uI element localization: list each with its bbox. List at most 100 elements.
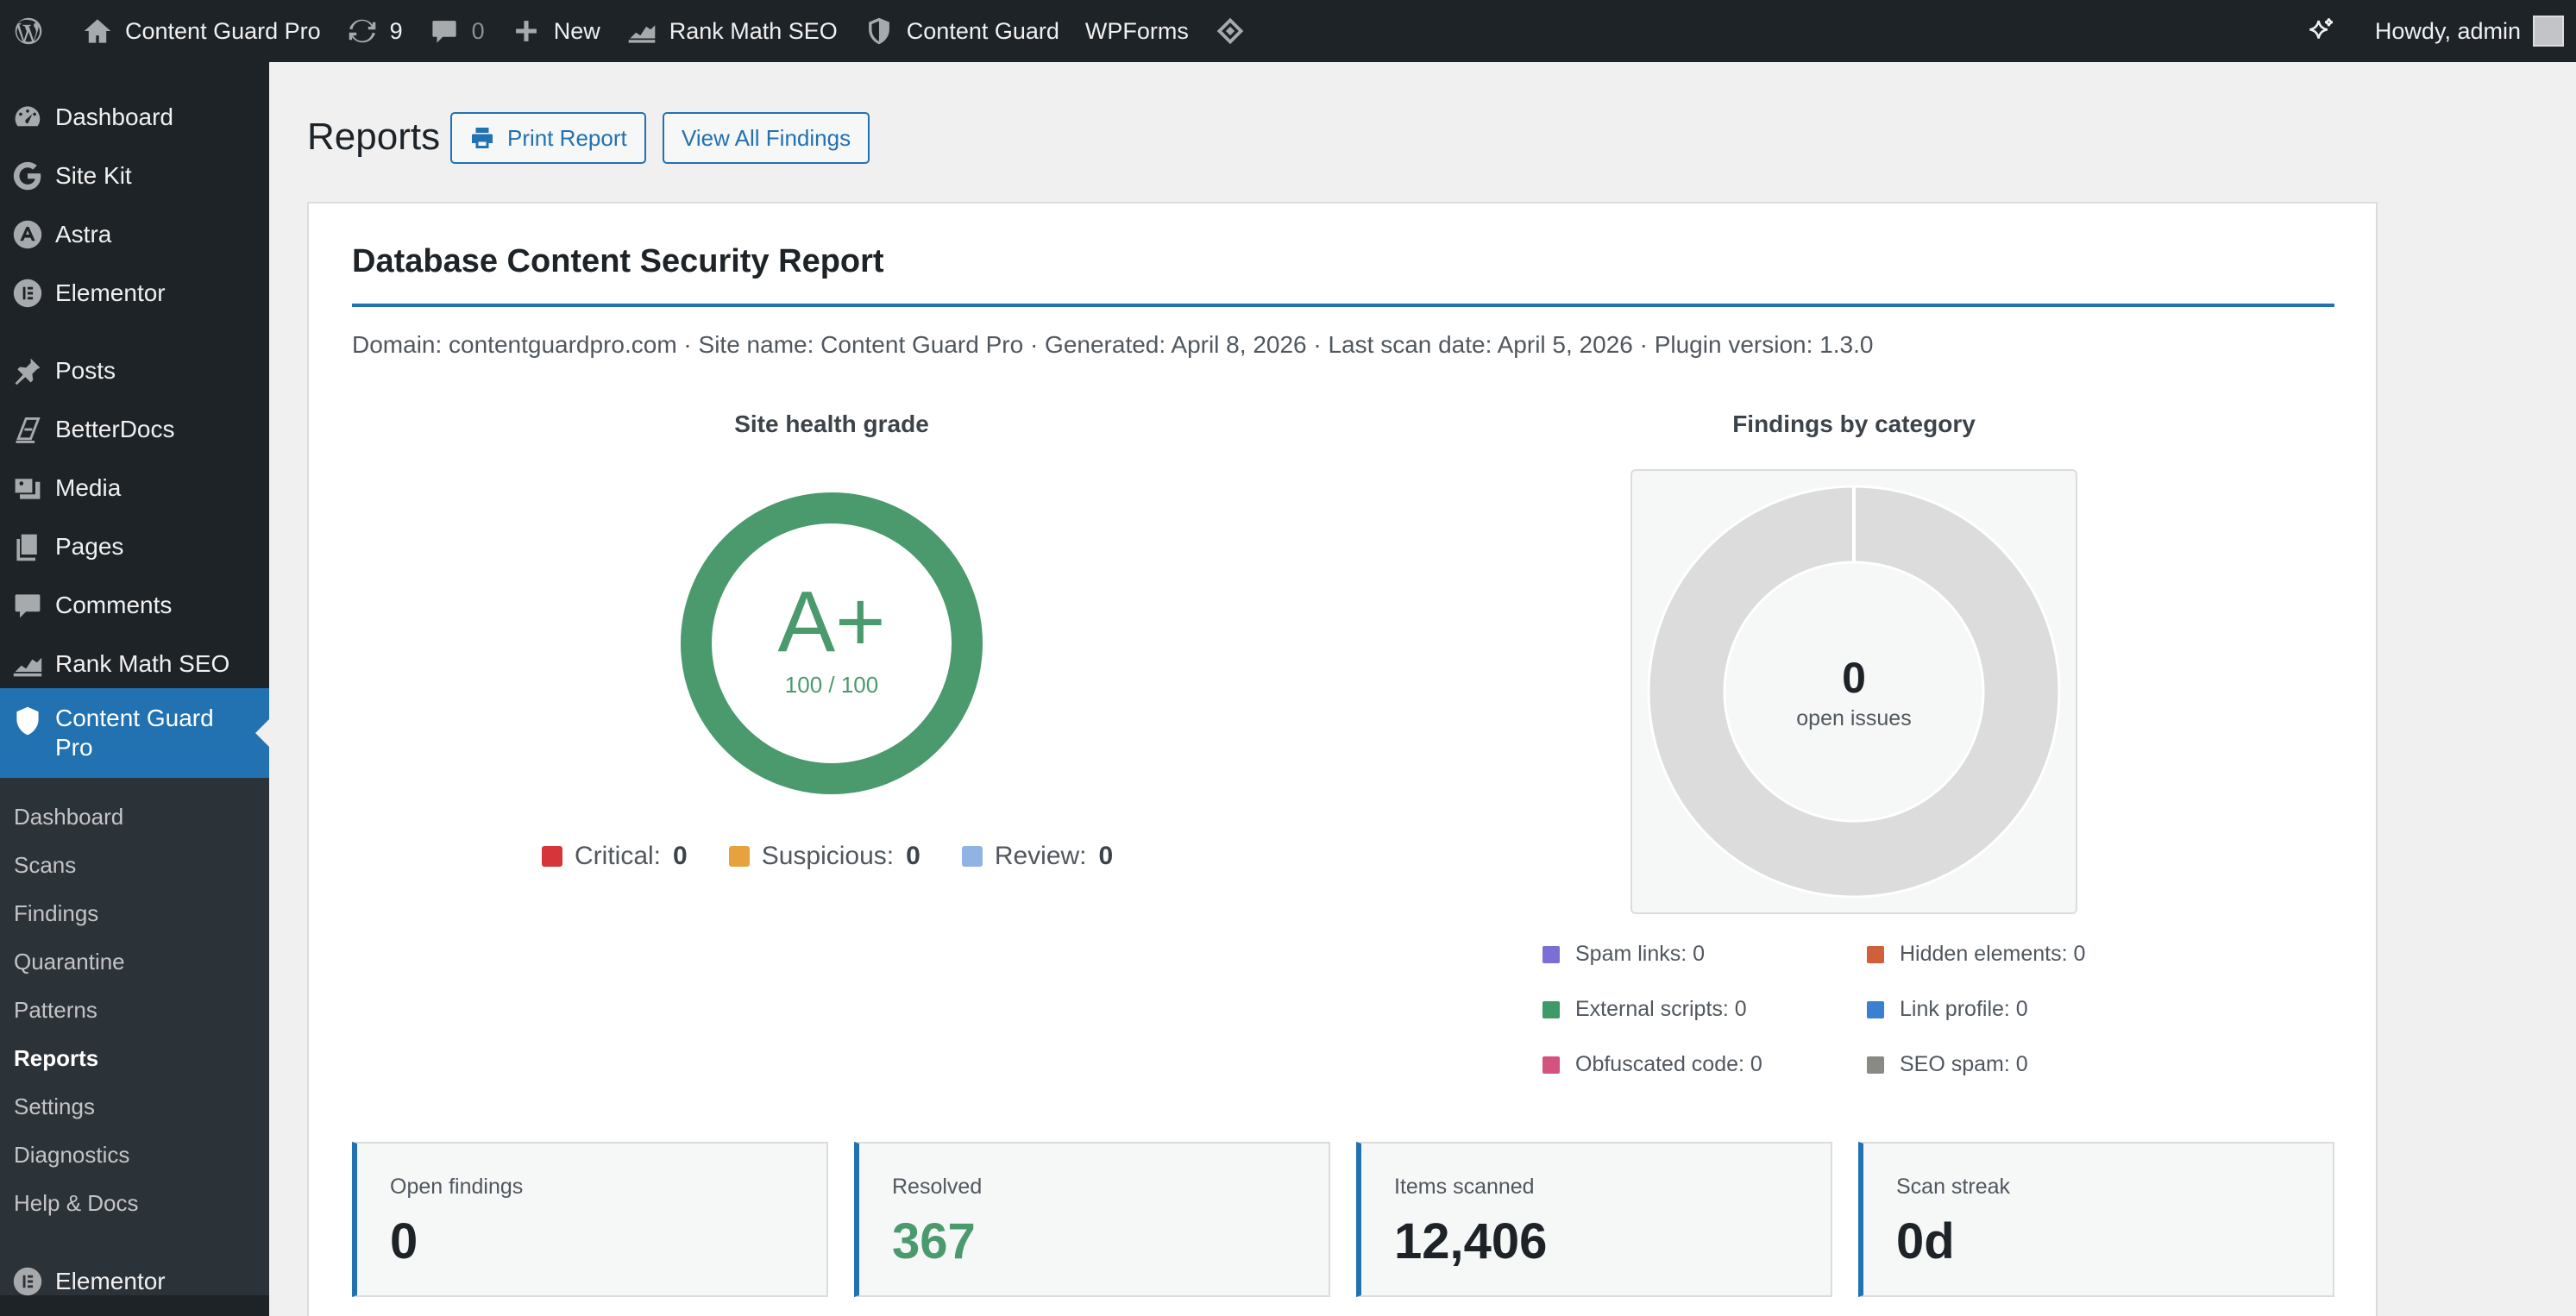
printer-icon [472,128,493,148]
sidebar-item-pages[interactable]: Pages [0,523,269,571]
rankmath-menu[interactable]: Rank Math SEO [613,0,851,62]
sparkles-icon [2306,16,2337,47]
open-issues-label: open issues [1796,705,1912,730]
dashboard-icon [0,102,55,133]
submenu-findings[interactable]: Findings [14,900,99,926]
media-icon [0,473,55,504]
severity-label: Critical: [575,842,662,870]
sidebar-item-label: BetterDocs [55,416,175,442]
sidebar-item-site-kit[interactable]: Site Kit [0,152,269,200]
site-name: Content Guard Pro [125,17,321,44]
submenu-patterns[interactable]: Patterns [14,997,97,1023]
sidebar-item-label: Elementor [55,279,166,306]
docs-icon [0,414,55,445]
legend-seo-spam: SEO spam: 0 [1867,1052,2028,1077]
severity-legend: Critical: 0 Suspicious: 0 Review: 0 [542,842,1154,871]
hidden-elements-swatch [1867,945,1884,963]
legend-obfuscated-code: Obfuscated code: 0 [1542,1052,1762,1077]
sidebar-item-label: Astra [55,221,112,248]
sidebar-item-label: Rank Math SEO [55,650,230,677]
view-all-findings-button[interactable]: View All Findings [663,112,870,164]
diamond-plugin-menu[interactable] [1202,0,1271,62]
health-ring-fill [681,492,983,794]
sidebar-item-content-guard-pro[interactable]: Content Guard Pro [0,688,269,778]
current-menu-arrow [255,719,269,747]
stat-label: Open findings [390,1175,524,1199]
spam-links-swatch [1542,945,1560,963]
shield-icon [864,16,895,47]
contentguard-label: Content Guard [906,17,1059,44]
diamond-icon [1215,16,1246,47]
submenu-reports[interactable]: Reports [14,1045,99,1071]
howdy-text: Howdy, admin [2374,17,2521,44]
my-account-menu[interactable]: Howdy, admin [2362,0,2576,62]
sidebar-item-astra[interactable]: Astra [0,210,269,259]
legend-spam-links: Spam links: 0 [1542,942,1705,967]
health-ring-svg [681,492,983,794]
print-report-label: Print Report [507,124,627,151]
severity-review: Review: 0 [961,842,1113,871]
title-divider [352,304,2334,307]
legend-label: SEO spam: 0 [1900,1052,2028,1076]
sidebar-item-dashboard[interactable]: Dashboard [0,93,269,141]
stat-value: 12,406 [1394,1213,1548,1269]
stat-items-scanned: Items scanned 12,406 [1356,1142,1832,1297]
new-content-menu[interactable]: New [498,0,613,62]
severity-label: Review: [994,842,1087,870]
sidebar-item-label: Elementor [55,1268,166,1294]
sidebar-item-elementor-2[interactable]: Elementor [0,1257,269,1306]
submenu-settings[interactable]: Settings [14,1094,95,1119]
elementor-icon [0,1266,55,1297]
sidebar-item-comments[interactable]: Comments [0,581,269,630]
print-report-button[interactable]: Print Report [450,112,646,164]
contentguard-menu[interactable]: Content Guard [851,0,1072,62]
comment-icon [0,590,55,621]
link-profile-swatch [1867,1000,1884,1018]
submenu-dashboard[interactable]: Dashboard [14,804,124,830]
sidebar-item-rank-math-seo[interactable]: Rank Math SEO [0,640,269,688]
sidebar-item-betterdocs[interactable]: BetterDocs [0,405,269,454]
stat-label: Scan streak [1896,1175,2011,1199]
health-grade-heading: Site health grade [734,410,929,437]
seo-spam-swatch [1867,1056,1884,1074]
rankmath-label: Rank Math SEO [669,17,838,44]
comments-count: 0 [471,17,485,44]
sidebar-item-elementor[interactable]: Elementor [0,269,269,317]
submenu-scans[interactable]: Scans [14,852,77,878]
submenu-help-docs[interactable]: Help & Docs [14,1190,139,1216]
stat-label: Items scanned [1394,1175,1535,1199]
updates-menu[interactable]: 9 [334,0,416,62]
sidebar-item-label: Comments [55,592,173,618]
legend-external-scripts: External scripts: 0 [1542,997,1747,1022]
ai-assistant-menu[interactable] [2293,0,2362,62]
report-title: Database Content Security Report [352,243,884,279]
critical-swatch [542,846,562,867]
findings-donut-chart: 0 open issues [1630,469,2077,914]
rankmath-icon [626,16,657,47]
legend-label: External scripts: 0 [1575,997,1747,1021]
severity-critical: Critical: 0 [542,842,688,871]
severity-suspicious: Suspicious: 0 [728,842,920,871]
submenu-quarantine[interactable]: Quarantine [14,949,125,974]
suspicious-swatch [728,846,750,867]
legend-label: Link profile: 0 [1900,997,2028,1021]
comments-menu[interactable]: 0 [416,0,498,62]
sidebar-item-posts[interactable]: Posts [0,347,269,395]
sidebar-item-media[interactable]: Media [0,464,269,512]
submenu-diagnostics[interactable]: Diagnostics [14,1142,130,1168]
sidebar-item-label: Media [55,474,122,501]
sidebar-item-label: Posts [55,357,116,384]
findings-donut-svg [1647,485,2061,899]
wpforms-menu[interactable]: WPForms [1072,0,1202,62]
report-card: Database Content Security Report Domain:… [307,202,2378,1316]
google-icon [0,160,55,191]
site-name-menu[interactable]: Content Guard Pro [69,0,334,62]
shield-icon [0,704,55,736]
sidebar-item-label: Dashboard [55,103,173,130]
avatar [2533,16,2564,47]
external-scripts-swatch [1542,1000,1560,1018]
astra-icon [0,219,55,250]
comment-icon [429,16,460,47]
wp-logo-menu[interactable] [0,0,69,62]
updates-count: 9 [389,17,403,44]
